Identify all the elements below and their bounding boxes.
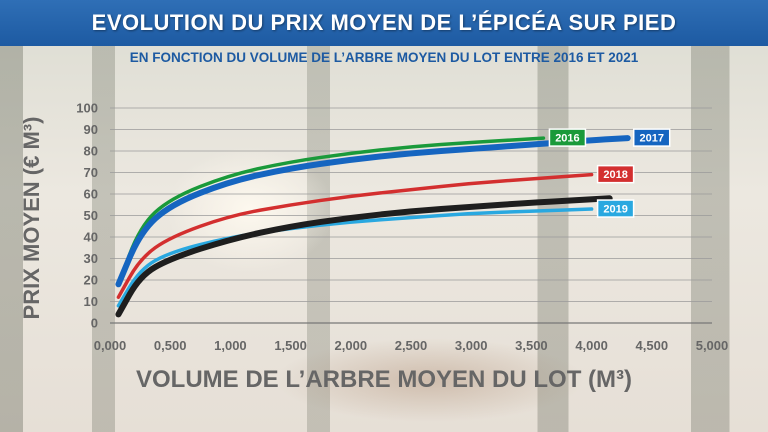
- x-axis-label: VOLUME DE L’ARBRE MOYEN DU LOT (M³): [136, 366, 632, 393]
- series-label-2016: 2016: [548, 128, 587, 147]
- x-tick-label: 2,500: [395, 338, 428, 353]
- x-tick-label: 0,500: [154, 338, 187, 353]
- x-tick-label: 1,000: [214, 338, 247, 353]
- y-axis-ticks: 0 10 20 30 40 50 60 70 80 90 100: [76, 101, 98, 331]
- series-labels: 2016 2018 2019 2017: [548, 128, 671, 218]
- series-line-unlabeled: [115, 195, 613, 318]
- series-label-text: 2019: [603, 204, 627, 216]
- y-tick-label: 50: [84, 208, 98, 223]
- x-tick-label: 4,000: [575, 338, 608, 353]
- series-lines: [115, 135, 631, 318]
- y-tick-label: 10: [84, 294, 98, 309]
- y-tick-label: 60: [84, 187, 98, 202]
- x-axis-ticks: 0,000 0,500 1,000 1,500 2,000 2,500 3,000 3,500…: [94, 338, 729, 353]
- series-label-2017: 2017: [632, 128, 671, 147]
- series-line-2018: [116, 172, 594, 299]
- x-tick-label: 2,000: [335, 338, 368, 353]
- series-label-2019: 2019: [596, 199, 635, 218]
- y-axis-label: PRIX MOYEN (€ M³): [19, 116, 44, 320]
- series-label-box: [596, 199, 635, 218]
- series-label-box: [548, 128, 587, 147]
- title-banner: EVOLUTION DU PRIX MOYEN DE L’ÉPICÉA SUR …: [0, 0, 768, 46]
- series-label-text: 2017: [639, 133, 663, 145]
- y-tick-label: 80: [84, 144, 98, 159]
- y-tick-label: 20: [84, 273, 98, 288]
- series-label-2018: 2018: [596, 164, 635, 184]
- x-tick-label: 3,000: [455, 338, 488, 353]
- y-tick-label: 90: [84, 122, 98, 137]
- series-line-2017: [115, 135, 631, 288]
- x-tick-label: 0,000: [94, 338, 127, 353]
- y-tick-label: 100: [76, 101, 98, 116]
- x-tick-label: 5,000: [696, 338, 729, 353]
- x-tick-label: 1,500: [274, 338, 307, 353]
- series-label-text: 2016: [555, 133, 579, 145]
- y-tick-label: 30: [84, 251, 98, 266]
- series-line-2019: [116, 207, 594, 308]
- chart-subtitle: EN FONCTION DU VOLUME DE L’ARBRE MOYEN D…: [129, 50, 639, 65]
- y-tick-label: 70: [84, 165, 98, 180]
- series-label-box: [596, 164, 635, 184]
- series-label-text: 2018: [603, 169, 627, 181]
- series-label-box: [632, 128, 671, 147]
- x-tick-label: 4,500: [636, 338, 669, 353]
- y-tick-label: 0: [91, 316, 98, 331]
- y-tick-label: 40: [84, 230, 98, 245]
- x-tick-label: 3,500: [515, 338, 548, 353]
- chart-title: EVOLUTION DU PRIX MOYEN DE L’ÉPICÉA SUR …: [91, 10, 677, 35]
